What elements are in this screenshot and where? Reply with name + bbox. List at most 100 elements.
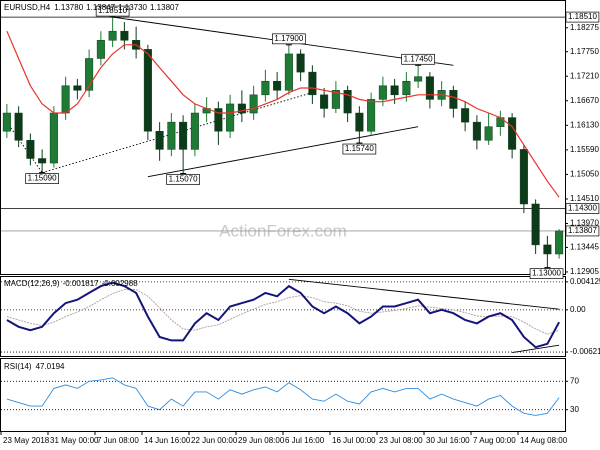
annotation-label: 1.15070 <box>169 175 198 184</box>
annotation-label: 1.15740 <box>345 144 374 153</box>
macd-line <box>6 281 560 349</box>
level-label-box <box>565 11 600 23</box>
signal-line <box>6 289 560 335</box>
annotation-label-box <box>25 173 59 184</box>
candle-body <box>320 94 329 109</box>
candle-body <box>96 40 105 59</box>
x-tick-label: 6 Jul 16:00 <box>285 436 325 445</box>
indicator-value: -0.002988 <box>102 279 139 288</box>
y-tick-label: 1.15050 <box>570 170 599 179</box>
x-tick-label: 23 May 2018 <box>3 436 50 445</box>
candle-body <box>425 76 434 100</box>
y-tick-label: 1.13445 <box>570 243 599 252</box>
quote: 1.13780 <box>54 3 83 12</box>
candle-body <box>378 85 387 100</box>
x-tick-label: 30 Jul 16:00 <box>426 436 470 445</box>
annotation-label-box <box>272 33 306 45</box>
candle-body <box>226 103 235 132</box>
x-tick-label: 14 Jun 16:00 <box>144 436 191 445</box>
x-tick-label: 7 Aug 00:00 <box>473 436 516 445</box>
candle-body <box>155 130 164 150</box>
candle-body <box>120 30 129 41</box>
candle-body <box>237 103 246 114</box>
candle-body <box>273 80 282 91</box>
candle-body <box>355 112 364 132</box>
candle-body <box>296 53 305 73</box>
macd-panel <box>0 276 566 357</box>
candle-body <box>555 230 564 255</box>
level-label-box <box>565 203 600 214</box>
y-tick-label: 1.17750 <box>570 47 599 56</box>
y-tick-label: 1.15590 <box>570 145 599 154</box>
symbol: EURUSD,H4 <box>4 3 51 12</box>
candle-body <box>308 71 317 96</box>
indicator-title: RSI(14) <box>4 362 32 371</box>
price-panel <box>0 0 566 275</box>
trendline <box>41 92 313 174</box>
last-price-label-box <box>565 225 600 237</box>
candle-body <box>484 126 493 141</box>
candle-body <box>108 30 117 41</box>
y-tick-label: 30 <box>570 405 579 414</box>
candle-body <box>414 76 423 82</box>
candle-body <box>2 112 11 132</box>
candle-body <box>519 149 528 205</box>
indicator-value: -0.001817 <box>63 279 100 288</box>
x-tick-label: 31 May 00:00 <box>50 436 99 445</box>
level-label: 1.18510 <box>568 12 597 21</box>
y-tick-label: -0.006218 <box>570 347 600 356</box>
x-tick-label: 22 Jun 00:00 <box>191 436 238 445</box>
candle-body <box>284 53 293 91</box>
annotation-label-box <box>401 53 435 65</box>
quote: 1.13807 <box>150 3 179 12</box>
quote: 1.13730 <box>118 3 147 12</box>
candle-body <box>85 58 94 91</box>
candle-body <box>73 85 82 91</box>
candle-body <box>14 112 23 141</box>
annotation-label: 1.13000 <box>532 269 561 278</box>
candle-body <box>261 80 270 96</box>
x-tick-label: 7 Jun 08:00 <box>97 436 139 445</box>
annotation-label: 1.18510 <box>98 6 127 15</box>
rsi-line <box>6 377 560 416</box>
candle-body <box>331 90 340 109</box>
indicator-value: 47.0194 <box>36 362 65 371</box>
candle-body <box>49 112 58 164</box>
annotation-label-box <box>95 5 130 17</box>
y-tick-label: 1.12905 <box>570 267 599 276</box>
candle-body <box>190 112 199 150</box>
annotation-label-box <box>529 268 564 279</box>
annotation-label: 1.17900 <box>274 34 303 43</box>
x-tick-label: 29 Jun 08:00 <box>238 436 285 445</box>
candle-body <box>167 121 176 150</box>
candle-body <box>402 80 411 96</box>
candle-body <box>143 49 152 132</box>
candle-body <box>531 203 540 246</box>
annotation-label-box <box>342 143 377 155</box>
trendline <box>147 126 419 178</box>
candle-body <box>38 158 47 164</box>
trendline <box>288 278 560 310</box>
indicator-title: MACD(12,26,9) <box>4 279 60 288</box>
candle-body <box>26 140 35 159</box>
candle-body <box>461 108 470 123</box>
annotation-label-box <box>166 174 200 185</box>
y-tick-label: 0.00 <box>570 305 586 314</box>
annotation-label: 1.15090 <box>28 174 57 183</box>
y-tick-label: 1.16130 <box>570 120 599 129</box>
x-tick-label: 23 Jul 08:00 <box>379 436 423 445</box>
trendline <box>512 344 560 354</box>
x-tick-label: 14 Aug 08:00 <box>520 436 568 445</box>
y-tick-label: 1.14510 <box>570 194 599 203</box>
candle-body <box>367 99 376 132</box>
y-tick-label: 1.17210 <box>570 71 599 80</box>
candle-body <box>472 121 481 141</box>
candle-body <box>343 90 352 114</box>
ma-line <box>6 30 560 198</box>
candle-body <box>179 121 188 150</box>
level-label: 1.14300 <box>568 204 597 213</box>
candle-body <box>390 85 399 96</box>
y-tick-label: 1.13970 <box>570 219 599 228</box>
